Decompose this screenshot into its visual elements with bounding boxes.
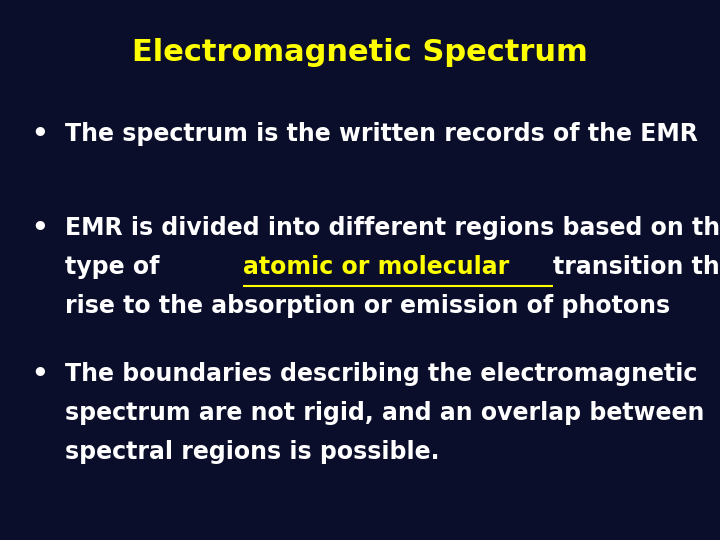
- Text: atomic or molecular: atomic or molecular: [243, 255, 518, 279]
- Text: •: •: [31, 362, 48, 388]
- Text: •: •: [31, 216, 48, 242]
- Text: transition that gives: transition that gives: [553, 255, 720, 279]
- Text: Electromagnetic Spectrum: Electromagnetic Spectrum: [132, 38, 588, 67]
- Text: The spectrum is the written records of the EMR: The spectrum is the written records of t…: [65, 122, 698, 145]
- Text: spectral regions is possible.: spectral regions is possible.: [65, 440, 439, 463]
- Text: rise to the absorption or emission of photons: rise to the absorption or emission of ph…: [65, 294, 670, 318]
- Text: The boundaries describing the electromagnetic: The boundaries describing the electromag…: [65, 362, 697, 386]
- Text: spectrum are not rigid, and an overlap between: spectrum are not rigid, and an overlap b…: [65, 401, 704, 424]
- Text: •: •: [31, 122, 48, 147]
- Text: EMR is divided into different regions based on the: EMR is divided into different regions ba…: [65, 216, 720, 240]
- Text: type of: type of: [65, 255, 168, 279]
